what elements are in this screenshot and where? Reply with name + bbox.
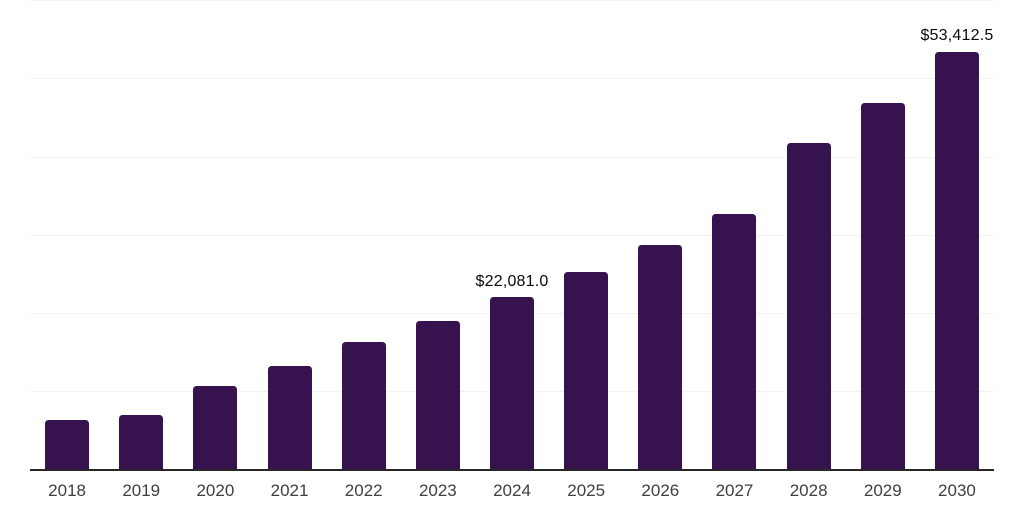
bar-2022 bbox=[341, 342, 386, 470]
bar-column-2028 bbox=[772, 0, 846, 470]
x-tick-label-2025: 2025 bbox=[567, 481, 606, 500]
bar-column-2027 bbox=[697, 0, 771, 470]
plot-area: $22,081.0 $53,412.5 bbox=[30, 0, 994, 471]
x-tick-label-2022: 2022 bbox=[344, 481, 383, 500]
gridline bbox=[30, 78, 994, 80]
bar-2030 bbox=[934, 51, 979, 470]
gridline bbox=[30, 0, 994, 1]
x-tick-label-2021: 2021 bbox=[270, 481, 309, 500]
x-tick-label-2030: 2030 bbox=[938, 481, 976, 500]
bar-column-2018 bbox=[30, 0, 104, 470]
x-tick-label-2020: 2020 bbox=[196, 481, 235, 500]
bar-2021 bbox=[267, 365, 312, 470]
x-tick-label-2028: 2028 bbox=[789, 481, 828, 500]
bar-column-2026 bbox=[623, 0, 697, 470]
gridline bbox=[30, 234, 994, 236]
x-tick-label-2026: 2026 bbox=[641, 481, 680, 500]
bar-2027 bbox=[712, 214, 757, 470]
bar-column-2024: $22,081.0 bbox=[475, 0, 549, 470]
bar-column-2023 bbox=[401, 0, 475, 470]
bar-2028 bbox=[786, 142, 831, 470]
x-tick-label-2023: 2023 bbox=[418, 481, 457, 500]
bar-column-2030: $53,412.5 bbox=[920, 0, 994, 470]
bars-container: $22,081.0 $53,412.5 bbox=[30, 0, 994, 470]
x-axis-labels: 2018 2019 2020 2021 2022 2023 2024 2025 2026 2027… bbox=[30, 470, 994, 499]
bar-column-2025 bbox=[549, 0, 623, 470]
bar-2020 bbox=[193, 385, 238, 470]
gridline bbox=[30, 156, 994, 158]
bar-2024 bbox=[490, 296, 535, 470]
bar-value-label-2024: $22,081.0 bbox=[475, 272, 549, 290]
x-tick-label-2018: 2018 bbox=[48, 481, 86, 500]
x-tick-label-2029: 2029 bbox=[863, 481, 902, 500]
bar-2029 bbox=[860, 103, 905, 470]
bar-column-2021 bbox=[252, 0, 326, 470]
x-axis-line bbox=[30, 468, 994, 471]
bar-value-label-2030: $53,412.5 bbox=[920, 27, 994, 45]
bar-column-2020 bbox=[178, 0, 252, 470]
bar-2025 bbox=[564, 271, 609, 470]
bar-2023 bbox=[415, 320, 460, 470]
bar-2026 bbox=[638, 244, 683, 470]
x-tick-label-2024: 2024 bbox=[493, 481, 531, 500]
bar-2018 bbox=[45, 420, 90, 470]
bar-2019 bbox=[119, 415, 164, 470]
x-tick-label-2027: 2027 bbox=[715, 481, 754, 500]
bar-column-2029 bbox=[846, 0, 920, 470]
bar-column-2022 bbox=[327, 0, 401, 470]
x-tick-label-2019: 2019 bbox=[122, 481, 161, 500]
bar-column-2019 bbox=[104, 0, 178, 470]
